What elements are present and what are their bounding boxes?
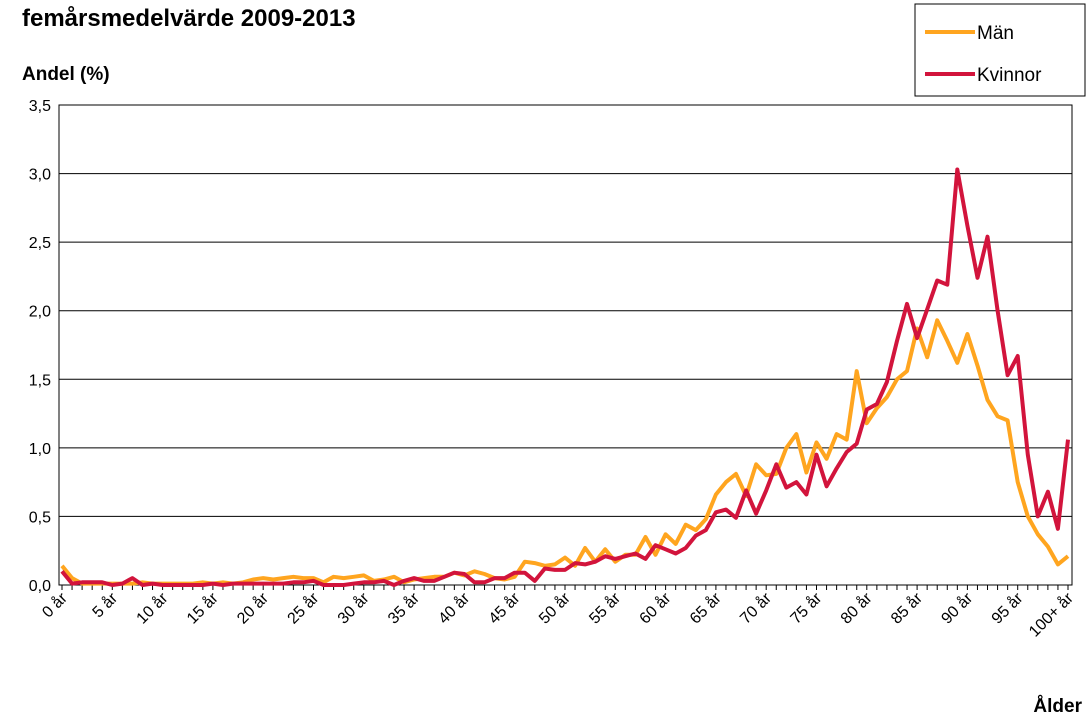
x-tick-label: 80 år [837,589,876,628]
plot-area [58,104,1073,586]
x-tick-label: 10 år [133,589,172,628]
x-tick-label: 85 år [887,589,926,628]
x-tick-label: 70 år [737,589,776,628]
y-tick-label: 2,0 [29,304,51,321]
x-axis-label: Ålder [1033,696,1082,717]
y-tick-label: 3,5 [29,98,51,115]
x-tick-label: 60 år [636,589,675,628]
x-tick-label: 50 år [535,589,574,628]
x-tick-label: 40 år [435,589,474,628]
y-tick-label: 2,5 [29,235,51,252]
x-tick-label: 30 år [334,589,373,628]
x-tick-label: 100+ år [1025,589,1077,641]
x-tick-label: 15 år [183,589,222,628]
x-tick-label: 75 år [787,589,826,628]
x-tick-label: 65 år [686,589,725,628]
legend-label: Kvinnor [977,65,1042,86]
y-tick-label: 0,5 [29,509,51,526]
y-tick-label: 0,0 [29,578,51,595]
line-series [60,167,1070,587]
legend-label: Män [977,23,1014,44]
y-tick-label: 3,0 [29,167,51,184]
x-tick-label: 90 år [938,589,977,628]
x-tick-label: 35 år [384,589,423,628]
y-axis-label: Andel (%) [22,64,110,85]
y-tick-label: 1,5 [29,372,51,389]
y-tick-label: 1,0 [29,441,51,458]
x-tick-label: 5 år [89,589,122,622]
x-tick-label: 45 år [485,589,524,628]
legend-box [914,3,1086,97]
x-tick-label: 95 år [988,589,1027,628]
chart-title: femårsmedelvärde 2009-2013 [22,5,356,32]
x-tick-label: 25 år [284,589,323,628]
x-tick-label: 20 år [234,589,273,628]
x-tick-label: 55 år [586,589,625,628]
line-series [60,318,1070,586]
